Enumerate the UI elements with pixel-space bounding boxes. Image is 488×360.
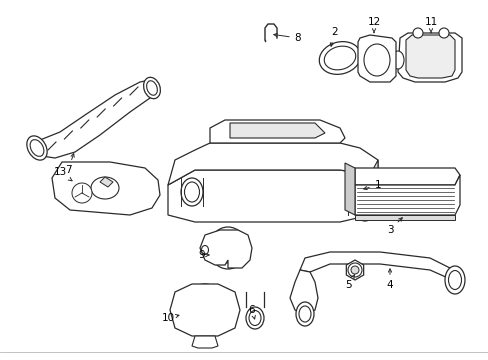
Polygon shape: [200, 230, 251, 268]
Ellipse shape: [391, 51, 403, 69]
Text: 12: 12: [366, 17, 380, 33]
Ellipse shape: [438, 28, 448, 38]
Ellipse shape: [350, 266, 358, 274]
Ellipse shape: [347, 263, 361, 277]
Polygon shape: [357, 35, 395, 82]
Ellipse shape: [444, 266, 464, 294]
Text: 8: 8: [273, 33, 301, 43]
Ellipse shape: [295, 302, 313, 326]
Ellipse shape: [30, 140, 44, 156]
Polygon shape: [192, 336, 218, 348]
Ellipse shape: [245, 307, 264, 329]
Text: 5: 5: [344, 275, 354, 290]
Ellipse shape: [181, 284, 228, 336]
Text: 13: 13: [53, 167, 72, 181]
Polygon shape: [168, 143, 377, 185]
Polygon shape: [209, 120, 345, 143]
Ellipse shape: [324, 46, 355, 70]
Polygon shape: [100, 177, 113, 187]
Polygon shape: [354, 175, 459, 215]
Polygon shape: [52, 162, 160, 215]
Ellipse shape: [91, 177, 119, 199]
Ellipse shape: [187, 291, 222, 329]
Text: 9: 9: [198, 250, 208, 260]
Ellipse shape: [208, 227, 246, 269]
Ellipse shape: [412, 28, 422, 38]
Text: 4: 4: [386, 269, 392, 290]
Polygon shape: [289, 270, 317, 314]
Ellipse shape: [143, 77, 160, 99]
Polygon shape: [405, 35, 454, 78]
Text: 7: 7: [64, 154, 74, 175]
Text: 11: 11: [424, 17, 437, 33]
Polygon shape: [354, 215, 454, 220]
Polygon shape: [354, 168, 459, 185]
Polygon shape: [168, 170, 377, 222]
Ellipse shape: [72, 183, 92, 203]
Text: 10: 10: [161, 313, 179, 323]
Ellipse shape: [181, 178, 203, 206]
Ellipse shape: [146, 81, 157, 95]
Polygon shape: [397, 33, 461, 82]
Text: 6: 6: [248, 305, 255, 319]
Polygon shape: [170, 284, 240, 336]
Ellipse shape: [298, 306, 310, 322]
Ellipse shape: [353, 193, 375, 221]
Polygon shape: [299, 252, 454, 288]
Ellipse shape: [27, 136, 47, 160]
Ellipse shape: [319, 42, 360, 75]
Ellipse shape: [363, 44, 389, 76]
Ellipse shape: [357, 197, 372, 217]
Text: 1: 1: [363, 180, 381, 190]
Text: 2: 2: [330, 27, 338, 46]
Ellipse shape: [447, 270, 461, 289]
Polygon shape: [346, 260, 363, 280]
Ellipse shape: [184, 182, 199, 202]
Ellipse shape: [248, 310, 261, 325]
Ellipse shape: [215, 233, 241, 263]
Polygon shape: [30, 80, 155, 158]
Ellipse shape: [194, 297, 216, 323]
Ellipse shape: [201, 246, 208, 255]
Text: 3: 3: [386, 218, 402, 235]
Polygon shape: [345, 163, 354, 215]
Polygon shape: [229, 123, 325, 138]
Polygon shape: [369, 160, 377, 215]
